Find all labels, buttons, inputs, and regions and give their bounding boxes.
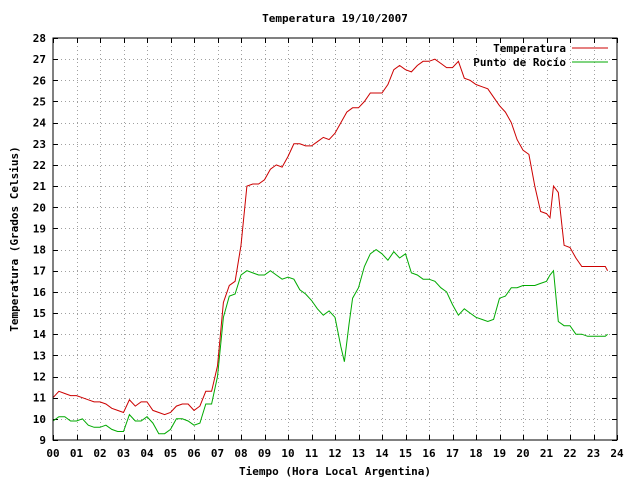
x-tick-label: 19 — [493, 447, 506, 460]
x-tick-label: 10 — [281, 447, 294, 460]
y-tick-label: 13 — [33, 349, 46, 362]
x-tick-label: 07 — [211, 447, 224, 460]
y-tick-label: 12 — [33, 371, 46, 384]
y-tick-label: 24 — [33, 117, 47, 130]
x-tick-label: 22 — [563, 447, 576, 460]
y-tick-label: 25 — [33, 95, 46, 108]
x-tick-label: 23 — [587, 447, 600, 460]
y-tick-labels: 9 10 11 12 13 14 15 16 17 18 19 20 21 22 23 24 25 26 27 28 — [33, 32, 47, 447]
y-tick-label: 23 — [33, 138, 46, 151]
y-tick-label: 22 — [33, 159, 46, 172]
y-tick-label: 15 — [33, 307, 46, 320]
x-tick-label: 09 — [258, 447, 271, 460]
x-tick-label: 12 — [328, 447, 341, 460]
x-tick-label: 04 — [140, 447, 154, 460]
plot-frame — [52, 37, 618, 441]
y-tick-label: 10 — [33, 413, 46, 426]
y-tick-label: 26 — [33, 74, 47, 87]
x-tick-label: 20 — [516, 447, 529, 460]
x-tick-label: 02 — [93, 447, 106, 460]
y-tick-label: 28 — [33, 32, 46, 45]
series-layer — [52, 58, 609, 435]
x-tick-label: 11 — [305, 447, 319, 460]
y-tick-label: 16 — [33, 286, 47, 299]
x-tick-label: 24 — [610, 447, 624, 460]
y-tick-label: 14 — [33, 328, 47, 341]
x-tick-label: 21 — [540, 447, 554, 460]
x-tick-label: 05 — [164, 447, 177, 460]
x-tick-label: 06 — [187, 447, 201, 460]
series-line-punto-de-rocio — [52, 248, 608, 435]
grid — [53, 38, 617, 440]
legend-label-temperatura: Temperatura — [493, 42, 566, 55]
x-tick-label: 00 — [46, 447, 59, 460]
legend-label-punto-de-rocio: Punto de Rocío — [473, 56, 566, 69]
x-axis-title: Tiempo (Hora Local Argentina) — [239, 465, 431, 478]
legend: Temperatura Punto de Rocío — [473, 42, 608, 69]
x-tick-label: 14 — [375, 447, 389, 460]
y-tick-label: 20 — [33, 201, 46, 214]
chart-title: Temperatura 19/10/2007 — [262, 12, 408, 25]
x-tick-label: 18 — [469, 447, 482, 460]
y-tick-label: 19 — [33, 222, 46, 235]
x-tick-label: 01 — [70, 447, 84, 460]
y-tick-label: 9 — [39, 434, 46, 447]
series-line-temperatura — [52, 58, 609, 416]
y-tick-label: 18 — [33, 244, 46, 257]
y-tick-label: 17 — [33, 265, 46, 278]
x-tick-label: 16 — [422, 447, 436, 460]
x-tick-label: 13 — [352, 447, 365, 460]
x-tick-label: 15 — [399, 447, 412, 460]
x-tick-label: 08 — [234, 447, 247, 460]
y-tick-label: 27 — [33, 53, 46, 66]
y-tick-label: 21 — [33, 180, 47, 193]
x-tick-labels: 00 01 02 03 04 05 06 07 08 09 10 11 12 13 14 15 16 17 18 19… — [46, 447, 624, 460]
y-tick-label: 11 — [33, 392, 47, 405]
y-axis-title: Temperatura (Grados Celsius) — [8, 146, 21, 331]
x-tick-label: 03 — [117, 447, 130, 460]
x-tick-label: 17 — [446, 447, 459, 460]
